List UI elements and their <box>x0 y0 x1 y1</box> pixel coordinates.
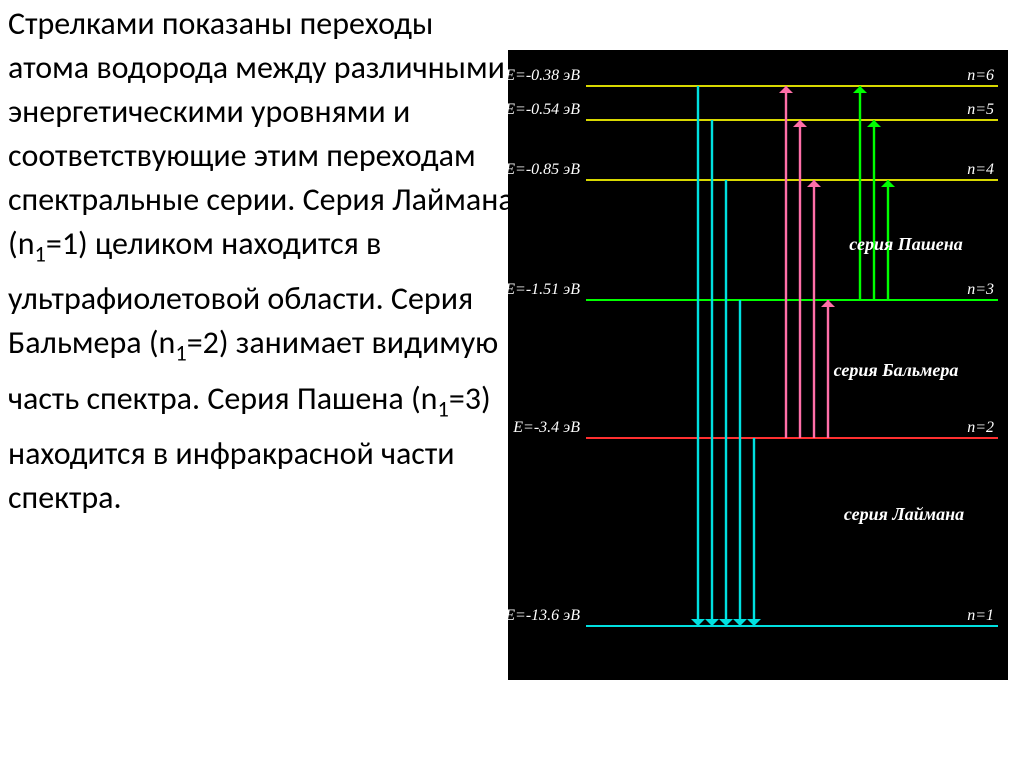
series-label: серия Бальмера <box>834 360 959 380</box>
n-label-3: n=3 <box>967 281 994 298</box>
energy-label-n2: E=-3.4 эВ <box>512 419 580 436</box>
n-label-4: n=4 <box>967 161 994 178</box>
arrowhead <box>719 619 733 626</box>
arrowhead <box>779 86 793 93</box>
sub-1: 1 <box>35 241 46 268</box>
energy-label-n1: E=-13.6 эВ <box>508 607 580 624</box>
description-text: Стрелками показаны переходы атома водоро… <box>8 2 516 520</box>
arrowhead <box>691 619 705 626</box>
n-label-5: n=5 <box>967 101 994 118</box>
arrowhead <box>747 619 761 626</box>
arrowhead <box>705 619 719 626</box>
n-label-1: n=1 <box>967 607 994 624</box>
energy-label-n5: E=-0.54 эВ <box>508 101 580 118</box>
arrowhead <box>867 120 881 127</box>
energy-label-n6: E=-0.38 эВ <box>508 67 580 84</box>
series-label: серия Лаймана <box>844 504 964 524</box>
n-label-6: n=6 <box>967 67 994 84</box>
arrowhead <box>881 180 895 187</box>
energy-level-diagram: E=-0.38 эВ n=6 E=-0.54 эВ n=5 E=-0.85 эВ n=4 E… <box>508 50 1008 680</box>
series-label: серия Пашена <box>849 234 963 254</box>
energy-label-n4: E=-0.85 эВ <box>508 161 580 178</box>
arrowhead <box>821 300 835 307</box>
energy-label-n3: E=-1.51 эВ <box>508 281 580 298</box>
sub-3: 1 <box>437 396 448 423</box>
arrowhead <box>807 180 821 187</box>
arrowhead <box>733 619 747 626</box>
n-label-2: n=2 <box>967 419 994 436</box>
sub-2: 1 <box>175 341 186 368</box>
arrowhead <box>793 120 807 127</box>
arrowhead <box>853 86 867 93</box>
